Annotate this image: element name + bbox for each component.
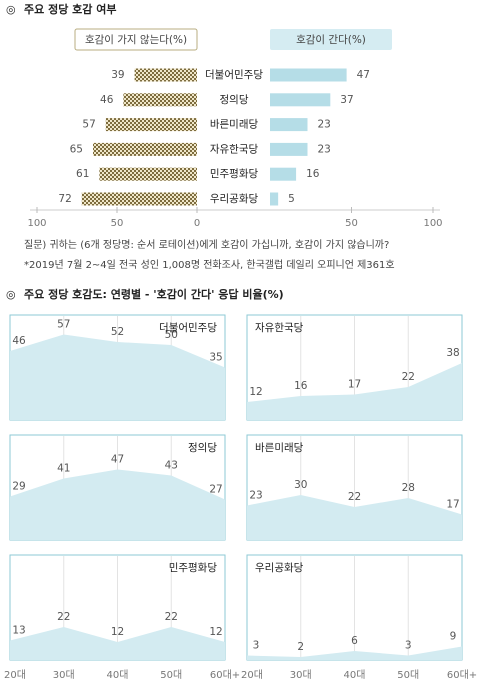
value-label: 22 [348, 491, 361, 503]
x-tick-label: 50 [345, 218, 358, 229]
bar [270, 192, 279, 206]
value-label: 50 [165, 329, 178, 341]
panel-title: 정의당 [188, 442, 217, 454]
bar [270, 68, 347, 82]
x-tick-label: 100 [27, 218, 46, 229]
value-label: 23 [317, 119, 330, 131]
bar [99, 167, 197, 181]
value-label: 23 [249, 490, 262, 502]
value-label: 6 [351, 635, 358, 647]
value-label: 57 [57, 319, 70, 331]
value-label: 30 [294, 479, 307, 491]
bar [270, 118, 308, 132]
value-label: 61 [76, 168, 89, 180]
x-tick-label: 60대+ [447, 669, 477, 681]
x-tick-label: 30대 [290, 669, 312, 681]
bar [270, 167, 297, 181]
value-label: 3 [405, 640, 412, 652]
value-label: 38 [446, 347, 459, 359]
bar [93, 142, 197, 156]
value-label: 46 [100, 94, 114, 106]
value-label: 5 [288, 193, 295, 205]
value-label: 27 [209, 484, 222, 496]
value-label: 47 [357, 69, 370, 81]
value-label: 12 [111, 626, 124, 638]
value-label: 37 [340, 94, 353, 106]
value-label: 41 [57, 463, 70, 475]
value-label: 28 [402, 482, 415, 494]
value-label: 39 [111, 69, 124, 81]
icon: ◎ [6, 288, 16, 301]
panel-title: 우리공화당 [255, 562, 304, 574]
bar [134, 68, 197, 82]
category-label: 자유한국당 [210, 143, 259, 155]
x-tick-label: 100 [423, 218, 442, 229]
x-tick-label: 30대 [53, 669, 75, 681]
bar [270, 142, 308, 156]
legend-box [270, 29, 392, 50]
category-label: 우리공화당 [210, 193, 259, 205]
value-label: 57 [82, 119, 95, 131]
x-tick-label: 40대 [107, 669, 129, 681]
x-tick-label: 20대 [4, 669, 26, 681]
area [10, 334, 225, 420]
category-label: 민주평화당 [210, 168, 259, 180]
category-label: 바른미래당 [210, 119, 259, 131]
value-label: 22 [57, 611, 70, 623]
value-label: 17 [446, 499, 459, 511]
value-label: 43 [165, 460, 178, 472]
area [247, 646, 462, 660]
bar [105, 118, 197, 132]
value-label: 12 [209, 626, 222, 638]
area [10, 627, 225, 660]
value-label: 72 [58, 193, 71, 205]
x-tick-label: 60대+ [210, 669, 240, 681]
value-label: 2 [297, 641, 304, 653]
note: 질문) 귀하는 (6개 정당명: 순서 로테이션)에게 호감이 가십니까, 호감… [24, 238, 389, 251]
section-title: 주요 정당 호감도: 연령별 - '호감이 간다' 응답 비율(%) [24, 287, 284, 301]
area [247, 495, 462, 540]
value-label: 46 [12, 335, 26, 347]
x-tick-label: 50대 [397, 669, 419, 681]
x-tick-label: 40대 [344, 669, 366, 681]
panel-title: 바른미래당 [255, 442, 304, 454]
category-label: 더불어민주당 [205, 69, 263, 81]
value-label: 3 [253, 640, 260, 652]
legend-label: 호감이 간다(%) [296, 34, 366, 46]
value-label: 47 [111, 454, 124, 466]
x-tick-label: 50대 [160, 669, 182, 681]
bar [270, 93, 331, 107]
note: *2019년 7월 2~4일 전국 성인 1,008명 전화조사, 한국갤럽 데… [24, 259, 395, 271]
value-label: 9 [450, 631, 457, 643]
section-title: 주요 정당 호감 여부 [24, 2, 116, 16]
value-label: 17 [348, 379, 361, 391]
value-label: 16 [306, 168, 320, 180]
x-tick-label: 50 [111, 218, 124, 229]
value-label: 35 [209, 352, 222, 364]
panel-title: 민주평화당 [169, 562, 218, 574]
value-label: 13 [12, 625, 25, 637]
value-label: 52 [111, 326, 124, 338]
category-label: 정의당 [220, 94, 249, 106]
value-label: 22 [165, 611, 178, 623]
bar [123, 93, 197, 107]
value-label: 23 [317, 143, 330, 155]
panel-title: 더불어민주당 [159, 322, 217, 334]
legend-label: 호감이 가지 않는다(%) [85, 34, 187, 46]
area [247, 363, 462, 420]
value-label: 12 [249, 386, 262, 398]
x-tick-label: 20대 [241, 669, 263, 681]
value-label: 29 [12, 481, 25, 493]
x-tick-label: 0 [194, 218, 200, 229]
bar [81, 192, 197, 206]
value-label: 16 [294, 380, 308, 392]
panel-title: 자유한국당 [255, 322, 304, 334]
icon: ◎ [6, 3, 16, 16]
area [10, 469, 225, 540]
legend-box [74, 28, 198, 51]
value-label: 65 [70, 143, 83, 155]
value-label: 22 [402, 371, 415, 383]
